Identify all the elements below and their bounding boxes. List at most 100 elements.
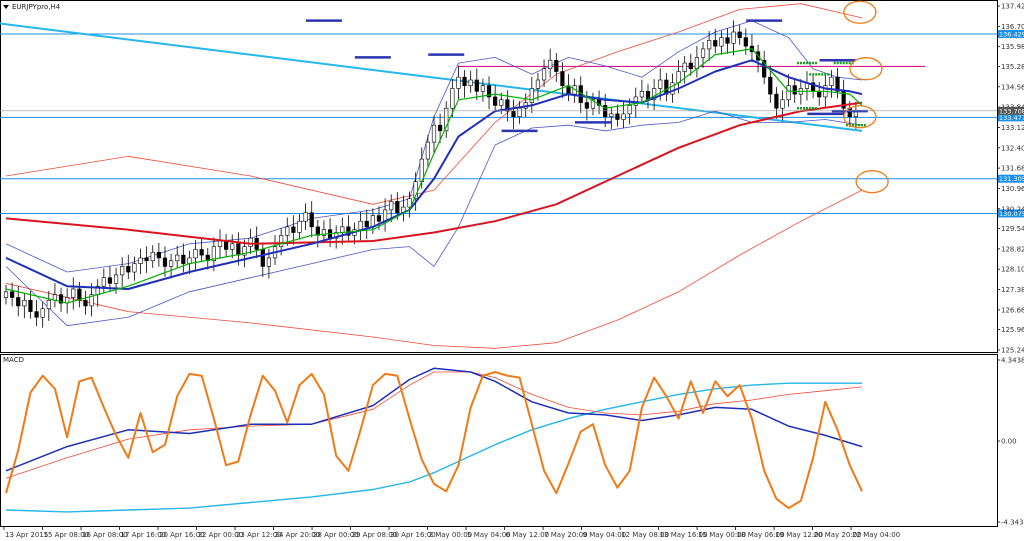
- candle-body: [554, 59, 559, 72]
- candle-body: [774, 93, 779, 109]
- candle-body: [297, 220, 302, 233]
- candle-body: [450, 88, 455, 109]
- date-axis-label: 20 May 20:00: [814, 531, 862, 539]
- candle-body: [584, 102, 589, 109]
- candle-body: [444, 107, 449, 132]
- candle-body: [126, 266, 131, 273]
- macd-thin-line: [5, 371, 863, 479]
- price-axis-label: 128.100: [1001, 266, 1024, 274]
- date-axis-label: 29 Apr 08:00: [352, 531, 398, 539]
- date-axis-label: 18 May 06:00: [737, 531, 785, 539]
- candle-body: [548, 59, 553, 69]
- candle-body: [480, 85, 486, 92]
- candle-body: [346, 226, 351, 236]
- candle-body: [743, 37, 748, 47]
- candle-body: [700, 48, 706, 58]
- candle-body: [71, 288, 76, 298]
- price-axis-label: 135.980: [1001, 43, 1024, 51]
- price-axis-label: 129.540: [1001, 225, 1024, 233]
- candle-body: [279, 235, 284, 247]
- candle-body: [517, 107, 522, 118]
- date-axis-label: 7 May 20:00: [544, 531, 588, 539]
- candle-body: [438, 124, 443, 132]
- candle-body: [248, 237, 253, 247]
- price-axis-label: 125.960: [1001, 326, 1024, 334]
- candle-body: [230, 243, 235, 250]
- candle-body: [107, 277, 113, 284]
- candle-body: [144, 257, 149, 262]
- candle-body: [358, 220, 363, 230]
- candle-body: [731, 31, 736, 44]
- macd-slow-line: [5, 382, 862, 513]
- candle-body: [175, 254, 180, 262]
- price-axis-label: 127.380: [1001, 286, 1024, 294]
- date-axis-label: 22 Apr 00:00: [198, 531, 244, 539]
- candle-body: [541, 68, 547, 81]
- horizontal-level-label: 131.305: [999, 175, 1024, 183]
- candle-body: [792, 85, 797, 95]
- macd-title: MACD: [3, 356, 24, 364]
- date-axis-label: 12 May 08:00: [621, 531, 669, 539]
- candle-body: [431, 124, 437, 143]
- highlight-circle: [843, 0, 877, 24]
- price-axis-label: 126.660: [1001, 306, 1024, 314]
- candle-body: [46, 299, 51, 310]
- candle-body: [499, 99, 504, 106]
- macd-axis-label: 4.3438: [1001, 357, 1024, 365]
- price-axis-label: 131.680: [1001, 165, 1024, 173]
- highlight-circle: [849, 57, 883, 81]
- candle-body: [187, 257, 192, 264]
- horizontal-level-label-bg: [998, 174, 1024, 183]
- price-axis-label: 133.120: [1001, 124, 1024, 132]
- candle-body: [780, 99, 785, 109]
- candle-body: [224, 240, 229, 250]
- price-axis-label: 125.240: [1001, 347, 1024, 355]
- date-axis-label: 30 Apr 16:00: [390, 531, 436, 539]
- ma-mid-line: [5, 59, 863, 290]
- candle-body: [40, 308, 45, 318]
- candle-body: [3, 291, 9, 298]
- candle-body: [77, 288, 82, 301]
- date-axis-label: 15 Apr 08:00: [44, 531, 90, 539]
- candle-body: [615, 113, 620, 120]
- candle-body: [364, 220, 369, 228]
- candle-body: [181, 254, 186, 264]
- candle-body: [28, 299, 33, 312]
- macd-fast-line: [5, 371, 863, 510]
- price-axis-label: 128.820: [1001, 245, 1024, 253]
- candle-body: [486, 85, 492, 98]
- candle-body: [321, 229, 327, 236]
- candle-body: [835, 76, 840, 92]
- macd-axis-label: 0.00: [1001, 438, 1017, 446]
- candle-body: [719, 37, 724, 47]
- macd-panel-frame: [0, 354, 998, 527]
- candle-body: [150, 251, 155, 262]
- candle-body: [242, 246, 247, 256]
- candle-body: [199, 249, 204, 256]
- candle-body: [713, 40, 718, 47]
- candle-body: [768, 76, 773, 95]
- price-axis-label: 130.240: [1001, 205, 1024, 213]
- candle-body: [83, 299, 88, 307]
- horizontal-level-label-bg: [998, 113, 1024, 122]
- horizontal-level-label: 130.075: [999, 210, 1024, 218]
- candle-body: [609, 113, 614, 118]
- price-series-group: [0, 0, 997, 349]
- triangle-down-icon[interactable]: [3, 5, 9, 9]
- macd-series-group: [5, 367, 863, 513]
- candle-body: [682, 62, 687, 72]
- ma-slow-line: [5, 101, 863, 245]
- candle-body: [260, 249, 265, 267]
- candle-body: [89, 294, 94, 307]
- candle-body: [303, 212, 308, 222]
- candle-body: [627, 105, 632, 115]
- highlight-circle: [843, 105, 877, 129]
- date-axis-label: 20 Apr 16:00: [159, 531, 205, 539]
- candle-body: [639, 90, 644, 98]
- candle-body: [737, 31, 742, 38]
- candle-body: [370, 215, 375, 228]
- candle-body: [389, 201, 394, 211]
- date-axis-label: 24 Apr 20:00: [275, 531, 321, 539]
- macd-signal-line: [5, 367, 863, 472]
